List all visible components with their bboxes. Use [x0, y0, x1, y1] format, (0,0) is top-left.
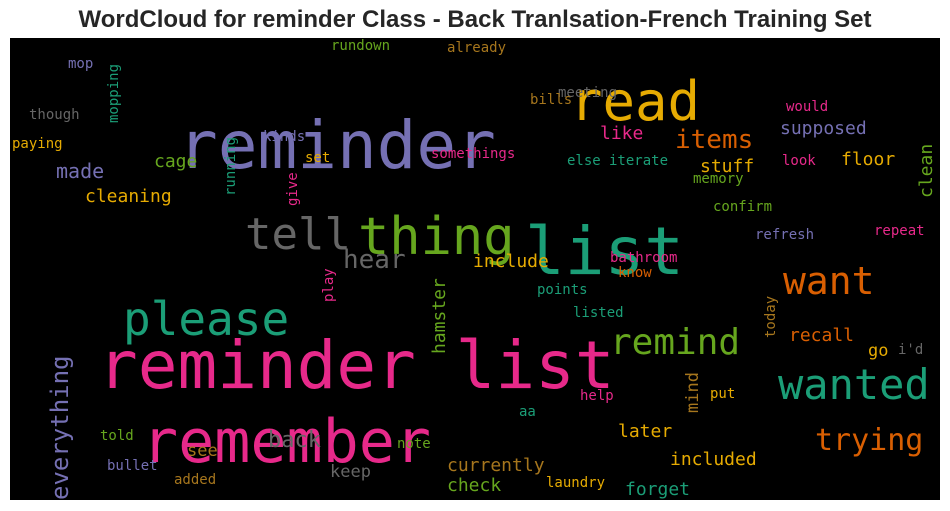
word-play: play	[321, 268, 337, 302]
word-help: help	[580, 388, 614, 404]
word-hear: hear	[343, 245, 406, 275]
word-recall: recall	[789, 325, 854, 346]
word-wanted: wanted	[778, 360, 930, 409]
word-reminder: reminder	[178, 107, 496, 184]
word-set: set	[305, 150, 330, 166]
word-i-d: i'd	[898, 342, 923, 358]
word-tell: tell	[245, 209, 351, 260]
word-clean: clean	[916, 144, 937, 198]
word-already: already	[447, 40, 506, 56]
word-see: see	[187, 441, 218, 461]
word-running: running	[223, 137, 239, 196]
word-reminder-list: reminder list	[98, 327, 615, 404]
word-read: read	[570, 70, 700, 133]
word-give: give	[285, 172, 301, 206]
word-meeting: meeting	[558, 85, 617, 101]
word-know: know	[618, 265, 652, 281]
word-else: else	[567, 153, 601, 169]
word-today: today	[763, 296, 779, 338]
word-go: go	[868, 341, 888, 361]
word-paying: paying	[12, 136, 63, 152]
word-mop: mop	[68, 56, 93, 72]
word-floor: floor	[841, 149, 895, 170]
word-refresh: refresh	[755, 227, 814, 243]
word-kinds: kinds	[263, 129, 305, 145]
word-added: added	[174, 472, 216, 488]
word-aa: aa	[519, 404, 536, 420]
word-supposed: supposed	[780, 118, 867, 139]
word-later: later	[618, 421, 672, 442]
word-somethings: somethings	[431, 146, 515, 162]
word-want: want	[783, 259, 875, 303]
word-would: would	[786, 99, 828, 115]
word-though: though	[29, 107, 80, 123]
word-repeat: repeat	[874, 223, 925, 239]
word-include: include	[473, 251, 549, 272]
word-told: told	[100, 428, 134, 444]
word-trying: trying	[815, 423, 923, 458]
word-bathroom: bathroom	[610, 250, 677, 266]
word-mind: mind	[683, 372, 703, 413]
word-mopping: mopping	[106, 64, 122, 123]
word-please: please	[123, 292, 289, 346]
word-like: like	[600, 123, 643, 144]
word-list: list	[525, 213, 684, 290]
word-cleaning: cleaning	[85, 186, 172, 207]
word-thing: thing	[358, 207, 515, 267]
word-remind: remind	[610, 322, 740, 363]
word-laundry: laundry	[546, 475, 605, 491]
word-cage: cage	[154, 151, 197, 172]
word-bullet: bullet	[107, 458, 158, 474]
word-note: note	[397, 436, 431, 452]
word-rundown: rundown	[331, 38, 390, 54]
wordcloud-svg: reminder list reminder list remember read thi…	[12, 38, 937, 501]
word-memory: memory	[693, 171, 744, 187]
word-iterate: iterate	[609, 153, 668, 169]
wordcloud-canvas: reminder list reminder list remember read thi…	[10, 38, 940, 500]
word-bills: bills	[530, 92, 572, 108]
word-everything: everything	[46, 356, 74, 501]
word-currently: currently	[447, 455, 545, 476]
word-confirm: confirm	[713, 199, 772, 215]
word-keep: keep	[330, 462, 371, 482]
word-points: points	[537, 282, 588, 298]
word-hamster: hamster	[429, 278, 450, 354]
word-listed: listed	[573, 305, 624, 321]
word-included: included	[670, 449, 757, 470]
word-stuff: stuff	[700, 156, 754, 177]
word-forget: forget	[625, 479, 690, 500]
word-items: items	[675, 125, 753, 155]
chart-title: WordCloud for reminder Class - Back Tran…	[78, 6, 872, 33]
word-check: check	[447, 475, 501, 496]
word-back: back	[268, 428, 321, 453]
word-look: look	[782, 153, 816, 169]
word-remember: remember	[142, 407, 431, 477]
word-put: put	[710, 386, 735, 402]
word-made: made	[56, 159, 104, 183]
